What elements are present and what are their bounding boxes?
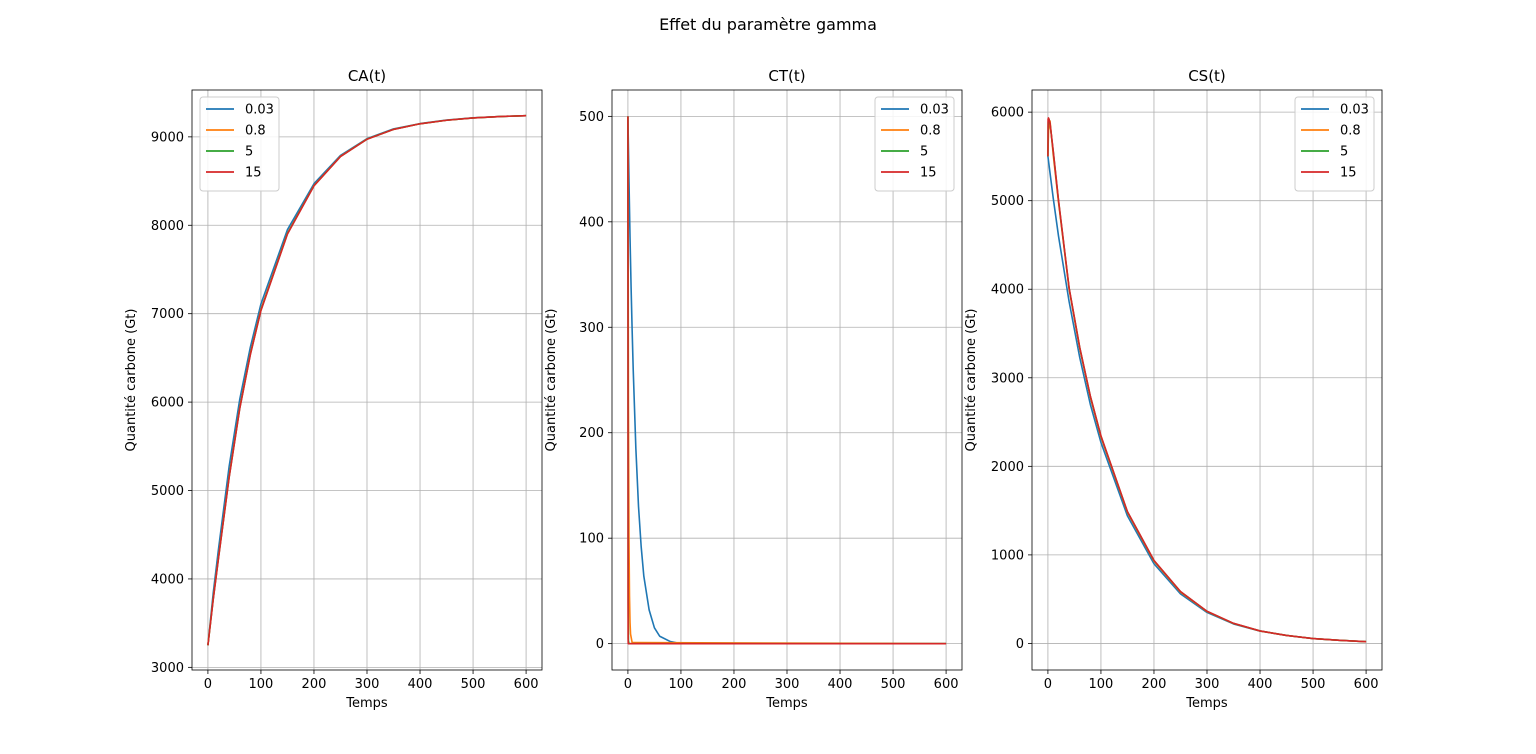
legend-label: 15	[245, 166, 262, 181]
x-tick-label: 600	[1354, 677, 1379, 692]
x-tick-label: 600	[934, 677, 959, 692]
x-tick-label: 100	[669, 677, 694, 692]
x-tick-label: 100	[249, 677, 274, 692]
y-tick-label: 300	[579, 321, 604, 336]
x-tick-label: 400	[828, 677, 853, 692]
x-tick-label: 500	[1301, 677, 1326, 692]
y-axis-label: Quantité carbone (Gt)	[964, 309, 979, 452]
legend-label: 15	[1340, 166, 1357, 181]
legend-label: 5	[1340, 145, 1348, 160]
y-tick-label: 500	[579, 110, 604, 125]
y-tick-label: 6000	[151, 396, 184, 411]
legend: 0.03 0.8 5 15	[1294, 96, 1375, 192]
x-tick-label: 500	[461, 677, 486, 692]
legend-label: 0.8	[245, 124, 266, 139]
y-tick-label: 0	[1016, 637, 1024, 652]
x-tick-label: 200	[302, 677, 327, 692]
subplot-title: CT(t)	[768, 67, 805, 85]
x-axis-label: Temps	[765, 696, 808, 711]
y-axis-label: Quantité carbone (Gt)	[544, 309, 559, 452]
x-tick-label: 300	[355, 677, 380, 692]
x-tick-label: 400	[408, 677, 433, 692]
legend-label: 0.03	[920, 103, 949, 118]
y-tick-label: 2000	[991, 460, 1024, 475]
legend: 0.03 0.8 5 15	[199, 96, 280, 192]
series-line-15	[207, 114, 527, 646]
y-tick-label: 8000	[151, 219, 184, 234]
x-axis-label: Temps	[345, 696, 388, 711]
series-group	[1047, 117, 1367, 643]
legend-box	[1294, 96, 1375, 192]
legend-label: 0.8	[1340, 124, 1361, 139]
y-axis-label: Quantité carbone (Gt)	[124, 309, 139, 452]
x-tick-label: 0	[204, 677, 212, 692]
legend-label: 0.8	[920, 124, 941, 139]
series-group	[207, 114, 527, 646]
x-tick-label: 300	[1195, 677, 1220, 692]
x-tick-label: 0	[624, 677, 632, 692]
legend: 0.03 0.8 5 15	[874, 96, 955, 192]
y-tick-label: 4000	[991, 283, 1024, 298]
y-tick-label: 100	[579, 532, 604, 547]
y-tick-label: 5000	[991, 194, 1024, 209]
y-tick-label: 3000	[991, 371, 1024, 386]
y-tick-label: 4000	[151, 572, 184, 587]
x-tick-label: 100	[1089, 677, 1114, 692]
y-tick-label: 3000	[151, 661, 184, 676]
series-line-0.03	[627, 116, 947, 645]
series-line-15	[627, 116, 947, 645]
series-line-15	[1047, 117, 1367, 643]
legend-label: 15	[920, 166, 937, 181]
x-axis-label: Temps	[1185, 696, 1228, 711]
subplot-1: 0 100 200 300 400 500 600 3000 4000 5000 6000 7000 8…	[124, 67, 543, 711]
y-tick-label: 5000	[151, 484, 184, 499]
x-tick-label: 300	[775, 677, 800, 692]
subplot-title: CA(t)	[348, 67, 386, 85]
x-tick-label: 200	[1142, 677, 1167, 692]
figure-suptitle: Effet du paramètre gamma	[659, 15, 877, 34]
x-tick-label: 400	[1248, 677, 1273, 692]
series-group	[627, 116, 947, 645]
y-tick-label: 0	[596, 637, 604, 652]
x-tick-label: 500	[881, 677, 906, 692]
legend-box	[874, 96, 955, 192]
legend-label: 5	[245, 145, 253, 160]
x-tick-label: 600	[514, 677, 539, 692]
legend-box	[199, 96, 280, 192]
x-tick-label: 200	[722, 677, 747, 692]
y-tick-label: 1000	[991, 548, 1024, 563]
y-tick-label: 6000	[991, 106, 1024, 121]
subplot-panels: 0 100 200 300 400 500 600300040005000600070008…	[124, 67, 1383, 711]
legend-label: 5	[920, 145, 928, 160]
subplot-title: CS(t)	[1188, 67, 1226, 85]
subplot-3: 0 100 200 300 400 500 600010002000300040005000…	[964, 67, 1383, 711]
y-tick-label: 9000	[151, 130, 184, 145]
legend-label: 0.03	[1340, 103, 1369, 118]
legend-label: 0.03	[245, 103, 274, 118]
y-tick-label: 200	[579, 426, 604, 441]
x-tick-label: 0	[1044, 677, 1052, 692]
y-tick-label: 400	[579, 215, 604, 230]
subplot-2: 0 100 200 300 400 500 600 0 100 200 300 400 500 CT(t)…	[544, 67, 963, 711]
y-tick-label: 7000	[151, 307, 184, 322]
